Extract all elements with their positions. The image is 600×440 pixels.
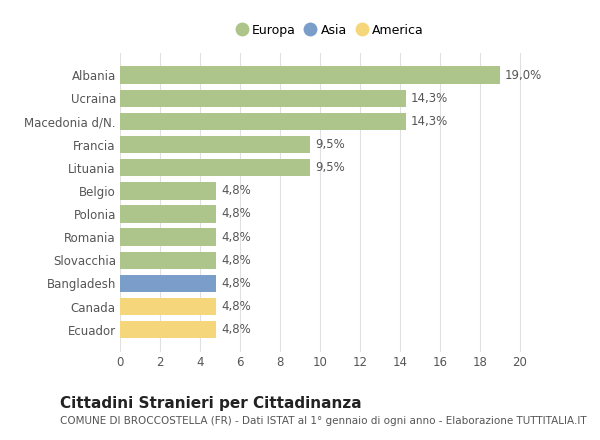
Text: 4,8%: 4,8% — [221, 254, 251, 267]
Text: 19,0%: 19,0% — [505, 69, 542, 81]
Text: 4,8%: 4,8% — [221, 300, 251, 313]
Bar — [120, 321, 216, 338]
Text: 14,3%: 14,3% — [411, 92, 448, 105]
Text: 4,8%: 4,8% — [221, 184, 251, 197]
Text: 4,8%: 4,8% — [221, 277, 251, 290]
Bar — [120, 182, 216, 199]
Bar — [120, 298, 216, 315]
Bar — [120, 136, 310, 153]
Bar — [120, 159, 310, 176]
Legend: Europa, Asia, America: Europa, Asia, America — [233, 20, 427, 40]
Bar — [120, 205, 216, 223]
Bar — [120, 275, 216, 292]
Bar — [120, 252, 216, 269]
Bar — [120, 113, 406, 130]
Text: 9,5%: 9,5% — [315, 138, 345, 151]
Text: 9,5%: 9,5% — [315, 161, 345, 174]
Bar — [120, 228, 216, 246]
Bar — [120, 66, 500, 84]
Text: 4,8%: 4,8% — [221, 323, 251, 336]
Text: Cittadini Stranieri per Cittadinanza: Cittadini Stranieri per Cittadinanza — [60, 396, 362, 411]
Text: 4,8%: 4,8% — [221, 208, 251, 220]
Bar — [120, 90, 406, 107]
Text: COMUNE DI BROCCOSTELLA (FR) - Dati ISTAT al 1° gennaio di ogni anno - Elaborazio: COMUNE DI BROCCOSTELLA (FR) - Dati ISTAT… — [60, 416, 587, 426]
Text: 4,8%: 4,8% — [221, 231, 251, 244]
Text: 14,3%: 14,3% — [411, 115, 448, 128]
